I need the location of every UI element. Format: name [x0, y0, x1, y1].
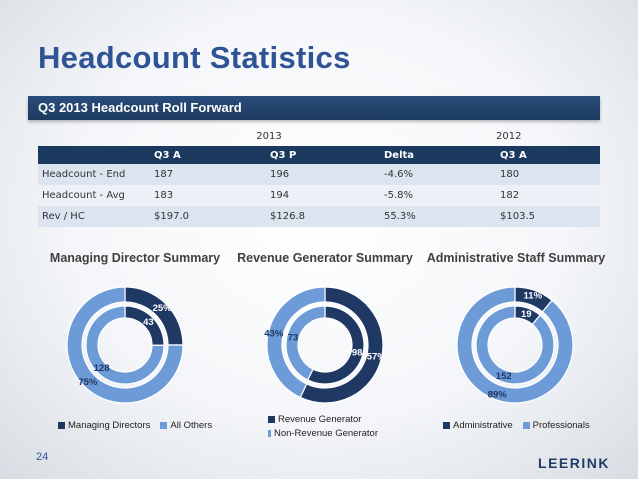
- legend-swatch: [58, 422, 65, 429]
- column-header: Q3 A: [150, 146, 266, 164]
- percent-label-0: 25%: [153, 303, 173, 314]
- company-logo: LEERINK: [538, 455, 610, 471]
- legend-item: Managing Directors: [58, 420, 150, 431]
- table-cell: -4.6%: [380, 164, 496, 185]
- legend-label: Revenue Generator: [278, 414, 362, 425]
- table-cell: 182: [496, 185, 600, 206]
- revenue-generator-donut: 57% 43% 98 73: [264, 286, 387, 404]
- page-title: Headcount Statistics: [38, 40, 351, 75]
- table-cell: Rev / HC: [38, 206, 150, 227]
- legend-item: Revenue Generator: [268, 414, 378, 425]
- count-label-1: 152: [496, 371, 512, 382]
- table-cell: $197.0: [150, 206, 266, 227]
- table-cell: 183: [150, 185, 266, 206]
- table-cell: 55.3%: [380, 206, 496, 227]
- legend-label: Professionals: [532, 420, 590, 431]
- banner-text: Q3 2013 Headcount Roll Forward: [38, 100, 242, 115]
- legend-label: Administrative: [453, 420, 513, 431]
- year-row: 2013 2012: [38, 126, 600, 146]
- section-banner: Q3 2013 Headcount Roll Forward: [28, 96, 600, 120]
- administrative-staff-chart-title: Administrative Staff Summary: [426, 251, 606, 265]
- legend-swatch: [268, 430, 271, 437]
- donut-slice-count-1: [475, 305, 555, 385]
- table-row: Rev / HC $197.0 $126.8 55.3% $103.5: [38, 206, 600, 227]
- managing-director-legend: Managing Directors All Others: [58, 420, 222, 432]
- table-cell: 194: [266, 185, 380, 206]
- managing-director-donut: 25% 75% 43 128: [66, 286, 184, 404]
- count-label-0: 98: [352, 348, 363, 359]
- year-2013-label: 2013: [256, 130, 282, 142]
- legend-item: Professionals: [522, 420, 590, 431]
- donut-slice-percent-1: [66, 286, 184, 404]
- table-row: Headcount - End 187 196 -4.6% 180: [38, 164, 600, 185]
- managing-director-chart-title: Managing Director Summary: [49, 251, 221, 265]
- count-label-0: 43: [143, 317, 154, 328]
- table-cell: $126.8: [266, 206, 380, 227]
- count-label-0: 19: [521, 309, 532, 320]
- legend-item: Non-Revenue Generator: [268, 428, 378, 439]
- legend-label: Non-Revenue Generator: [273, 428, 378, 439]
- administrative-staff-legend: Administrative Professionals: [443, 420, 600, 432]
- table-cell: 180: [496, 164, 600, 185]
- donut-slice-percent-1: [266, 286, 326, 399]
- donut-slice-count-1: [85, 305, 165, 385]
- legend-swatch: [160, 422, 168, 429]
- revenue-generator-legend: Revenue Generator Non-Revenue Generator: [268, 414, 388, 442]
- donut-slice-count-1: [285, 305, 326, 381]
- legend-label: Managing Directors: [68, 420, 151, 431]
- table-cell: 187: [150, 164, 266, 185]
- column-header: Delta: [380, 146, 496, 164]
- table-cell: Headcount - End: [38, 164, 150, 185]
- percent-label-1: 75%: [78, 377, 98, 388]
- legend-swatch: [443, 422, 450, 429]
- percent-label-1: 43%: [264, 329, 284, 340]
- legend-swatch: [522, 422, 530, 429]
- legend-swatch: [268, 416, 275, 423]
- table-cell: 196: [266, 164, 380, 185]
- column-header: [38, 146, 150, 164]
- count-label-1: 128: [94, 363, 110, 374]
- legend-item: All Others: [160, 420, 212, 431]
- column-header: Q3 P: [266, 146, 380, 164]
- percent-label-0: 57%: [367, 351, 387, 362]
- headcount-table: 2013 2012 Q3 A Q3 P Delta Q3 A Headcount…: [38, 126, 600, 227]
- legend-label: All Others: [170, 420, 213, 431]
- count-label-1: 73: [288, 332, 299, 343]
- table-cell: Headcount - Avg: [38, 185, 150, 206]
- column-header: Q3 A: [496, 146, 600, 164]
- table-header-row: Q3 A Q3 P Delta Q3 A: [38, 146, 600, 164]
- percent-label-0: 11%: [524, 291, 543, 302]
- donut-slice-percent-1: [456, 286, 574, 404]
- year-2012-label: 2012: [496, 130, 522, 142]
- donut-slice-percent-0: [299, 286, 384, 404]
- table-cell: -5.8%: [380, 185, 496, 206]
- table-cell: $103.5: [496, 206, 600, 227]
- table-row: Headcount - Avg 183 194 -5.8% 182: [38, 185, 600, 206]
- revenue-generator-chart-title: Revenue Generator Summary: [237, 251, 413, 265]
- legend-item: Administrative: [443, 420, 513, 431]
- percent-label-1: 89%: [488, 389, 508, 400]
- administrative-staff-donut: 11% 89% 19 152: [456, 286, 574, 404]
- page-number: 24: [36, 451, 49, 463]
